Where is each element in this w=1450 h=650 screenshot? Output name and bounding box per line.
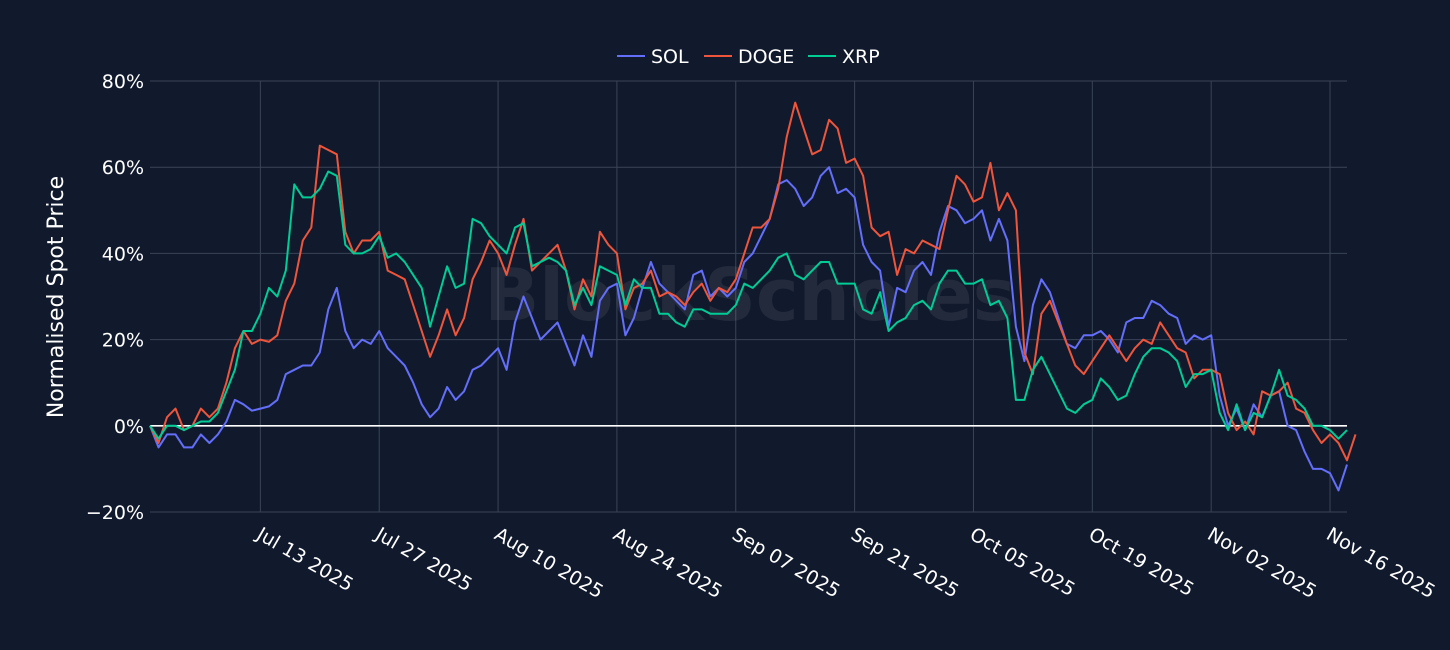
y-tick-label: 40% — [102, 243, 144, 265]
y-axis-label: Normalised Spot Price — [44, 176, 69, 418]
legend-label-sol: SOL — [651, 46, 689, 68]
y-tick-label: 80% — [102, 71, 144, 93]
legend: SOL DOGE XRP — [617, 46, 880, 68]
series-line-sol — [149, 166, 1348, 492]
y-tick-label: 0% — [114, 416, 144, 438]
series-line-doge — [149, 101, 1357, 462]
grid-lines — [150, 80, 1347, 513]
legend-label-doge: DOGE — [738, 46, 794, 68]
y-axis-ticks: −20% 0% 20% 40% 60% 80% — [86, 71, 144, 524]
legend-label-xrp: XRP — [842, 46, 880, 68]
series-lines — [149, 101, 1357, 492]
y-tick-label: 20% — [102, 330, 144, 352]
y-tick-label: −20% — [86, 502, 144, 524]
y-tick-label: 60% — [102, 157, 144, 179]
series-line-xrp — [149, 170, 1348, 440]
